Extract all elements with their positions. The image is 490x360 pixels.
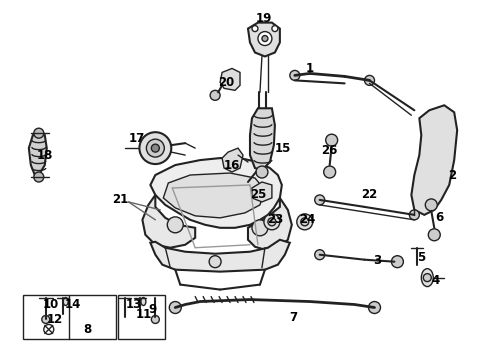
Text: 4: 4 — [431, 274, 440, 287]
Polygon shape — [248, 23, 280, 57]
Circle shape — [34, 128, 44, 138]
Circle shape — [140, 132, 171, 164]
Circle shape — [297, 214, 313, 230]
Polygon shape — [412, 105, 457, 215]
Polygon shape — [222, 148, 243, 172]
Circle shape — [268, 218, 276, 226]
Circle shape — [315, 195, 325, 205]
Circle shape — [428, 229, 440, 241]
Text: 17: 17 — [128, 132, 145, 145]
Circle shape — [315, 250, 325, 260]
Circle shape — [262, 36, 268, 41]
Circle shape — [147, 139, 164, 157]
Text: 7: 7 — [289, 311, 297, 324]
Text: 9: 9 — [148, 303, 156, 316]
Circle shape — [425, 199, 437, 211]
Polygon shape — [248, 198, 292, 250]
Text: 11: 11 — [135, 308, 151, 321]
Text: 22: 22 — [362, 188, 378, 202]
Text: 6: 6 — [435, 211, 443, 224]
Circle shape — [169, 302, 181, 314]
Circle shape — [264, 214, 280, 230]
Text: 10: 10 — [43, 298, 59, 311]
Text: 8: 8 — [83, 323, 92, 336]
Polygon shape — [150, 158, 282, 228]
Circle shape — [392, 256, 403, 268]
Circle shape — [209, 256, 221, 268]
Circle shape — [252, 220, 268, 236]
Circle shape — [258, 32, 272, 45]
Circle shape — [368, 302, 380, 314]
Polygon shape — [143, 195, 195, 248]
Text: 21: 21 — [112, 193, 128, 206]
Circle shape — [409, 210, 419, 220]
Text: 5: 5 — [417, 251, 425, 264]
Circle shape — [210, 90, 220, 100]
Circle shape — [290, 71, 300, 80]
Ellipse shape — [63, 298, 68, 306]
Circle shape — [301, 218, 309, 226]
Text: 15: 15 — [275, 141, 291, 155]
Circle shape — [365, 75, 374, 85]
Polygon shape — [252, 182, 272, 202]
Circle shape — [151, 315, 159, 323]
Text: 12: 12 — [47, 313, 63, 326]
Polygon shape — [220, 68, 240, 90]
Circle shape — [34, 172, 44, 182]
Ellipse shape — [421, 269, 433, 287]
Text: 20: 20 — [218, 76, 234, 89]
Text: 18: 18 — [37, 149, 53, 162]
Polygon shape — [250, 108, 275, 170]
Circle shape — [326, 134, 338, 146]
Text: 19: 19 — [256, 12, 272, 25]
Circle shape — [324, 166, 336, 178]
Circle shape — [256, 166, 268, 178]
Text: 3: 3 — [373, 254, 382, 267]
Text: 16: 16 — [224, 158, 240, 172]
Text: 26: 26 — [321, 144, 338, 157]
Polygon shape — [29, 135, 47, 175]
Text: 23: 23 — [267, 213, 283, 226]
Text: 14: 14 — [65, 298, 81, 311]
Text: 25: 25 — [250, 188, 266, 202]
Circle shape — [151, 144, 159, 152]
Text: 2: 2 — [448, 168, 456, 181]
Circle shape — [42, 315, 50, 323]
Circle shape — [423, 274, 431, 282]
Ellipse shape — [141, 298, 146, 306]
Text: 24: 24 — [299, 213, 316, 226]
Circle shape — [252, 26, 258, 32]
Circle shape — [167, 217, 183, 233]
Text: 1: 1 — [306, 62, 314, 75]
Polygon shape — [163, 173, 265, 218]
Polygon shape — [150, 240, 290, 272]
Circle shape — [272, 26, 278, 32]
Text: 13: 13 — [125, 298, 142, 311]
